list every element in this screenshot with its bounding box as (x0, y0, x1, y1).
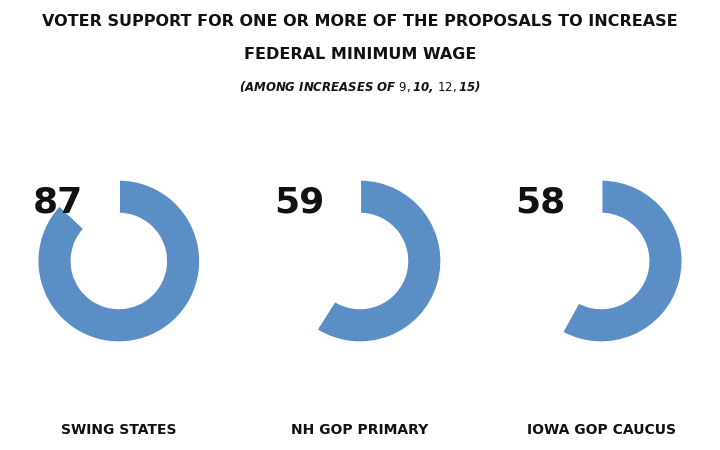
Wedge shape (37, 180, 200, 342)
Wedge shape (60, 180, 119, 229)
Text: 59: 59 (274, 185, 324, 220)
Wedge shape (316, 180, 441, 342)
Text: 58: 58 (515, 185, 565, 220)
Text: IOWA GOP CAUCUS: IOWA GOP CAUCUS (527, 423, 675, 437)
Wedge shape (520, 180, 601, 332)
Text: VOTER SUPPORT FOR ONE OR MORE OF THE PROPOSALS TO INCREASE: VOTER SUPPORT FOR ONE OR MORE OF THE PRO… (42, 14, 678, 28)
Text: SWING STATES: SWING STATES (61, 423, 176, 437)
Text: NH GOP PRIMARY: NH GOP PRIMARY (292, 423, 428, 437)
Text: 87: 87 (32, 185, 83, 220)
Wedge shape (279, 180, 360, 330)
Text: (AMONG INCREASES OF $9, $10, $12, $15): (AMONG INCREASES OF $9, $10, $12, $15) (239, 79, 481, 95)
Wedge shape (562, 180, 683, 342)
Text: FEDERAL MINIMUM WAGE: FEDERAL MINIMUM WAGE (244, 47, 476, 62)
